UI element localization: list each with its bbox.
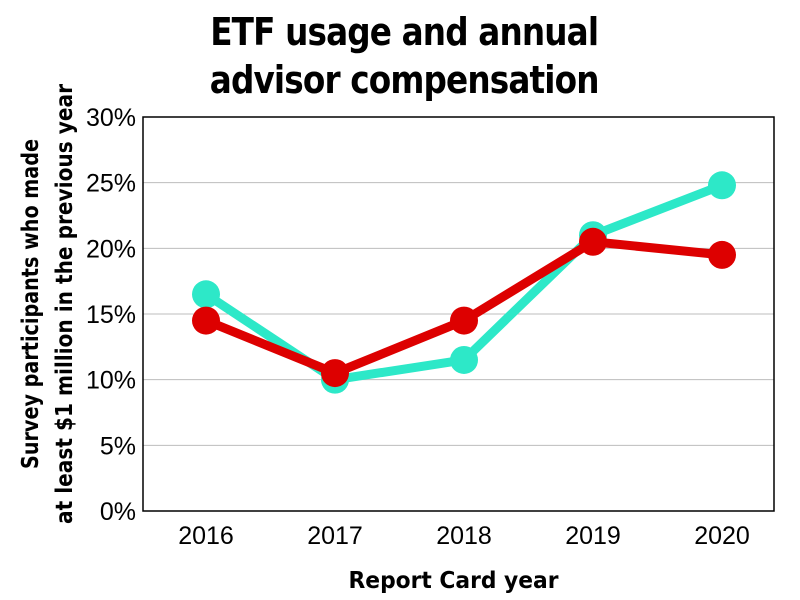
series-2 bbox=[192, 227, 736, 388]
y-axis-title-line-2: at least $1 million in the previous year bbox=[52, 83, 78, 524]
x-tick-label: 2018 bbox=[436, 522, 492, 550]
series-1 bbox=[192, 171, 736, 394]
x-tick-label: 2019 bbox=[565, 522, 621, 550]
data-point bbox=[192, 280, 220, 309]
y-tick-label: 20% bbox=[86, 235, 136, 263]
data-point bbox=[450, 345, 478, 374]
y-axis-ticks: 0% 5% 10% 15% 20% 25% 30% bbox=[86, 104, 136, 526]
data-point bbox=[321, 359, 349, 388]
x-axis-ticks: 2016 2017 2018 2019 2020 bbox=[178, 522, 750, 550]
y-axis-title: Survey participants who made at least $1… bbox=[18, 83, 78, 524]
plot-area-frame bbox=[142, 116, 775, 512]
y-tick-label: 25% bbox=[86, 170, 136, 198]
data-point bbox=[192, 306, 220, 335]
y-tick-label: 5% bbox=[100, 432, 136, 460]
chart-title-line-1: ETF usage and annual bbox=[210, 10, 599, 54]
y-tick-label: 30% bbox=[86, 104, 136, 132]
x-tick-label: 2016 bbox=[178, 522, 234, 550]
x-tick-label: 2020 bbox=[694, 522, 750, 550]
data-point bbox=[450, 306, 478, 335]
y-tick-label: 0% bbox=[100, 498, 136, 526]
series-layer bbox=[192, 171, 736, 394]
data-point bbox=[579, 227, 607, 256]
y-tick-label: 15% bbox=[86, 301, 136, 329]
data-point bbox=[708, 240, 736, 269]
y-axis-title-line-1: Survey participants who made bbox=[18, 139, 44, 469]
chart-title-line-2: advisor compensation bbox=[209, 58, 600, 102]
chart-title: ETF usage and annual advisor compensatio… bbox=[60, 8, 748, 104]
y-tick-label: 10% bbox=[86, 367, 136, 395]
x-tick-label: 2017 bbox=[307, 522, 363, 550]
data-point bbox=[708, 171, 736, 200]
x-axis-title: Report Card year bbox=[349, 568, 560, 594]
